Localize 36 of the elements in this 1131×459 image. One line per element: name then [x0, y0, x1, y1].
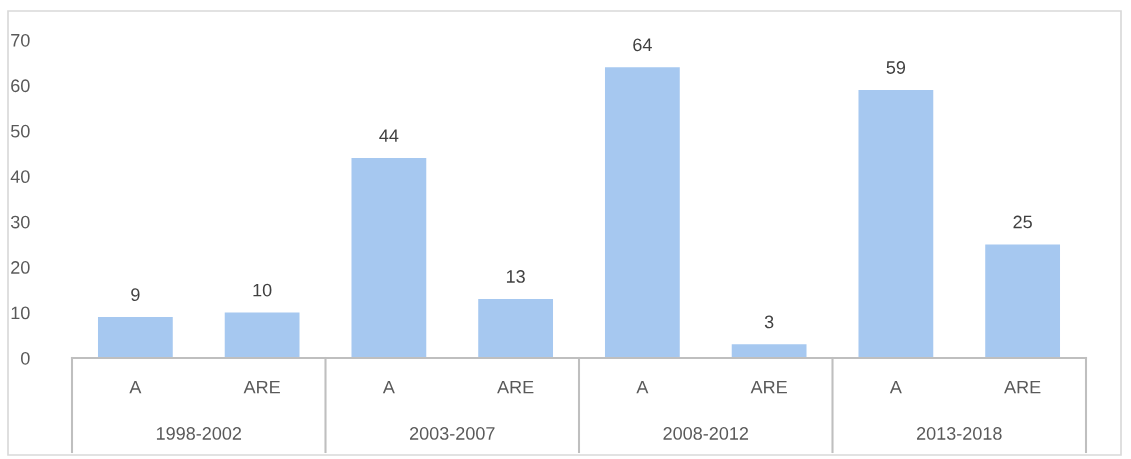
data-label: 10 [253, 283, 272, 297]
x-tick-label: ARE [750, 380, 787, 394]
y-tick-label: 70 [11, 33, 30, 47]
bar [351, 158, 427, 358]
text: 1998-2002 [156, 427, 242, 440]
y-tick-label: 30 [10, 215, 30, 229]
x-tick-label: A [636, 380, 649, 394]
x-tick-label: A [129, 380, 142, 394]
y-tick-label: 20 [11, 261, 30, 274]
y-tick-label: 40 [10, 170, 30, 184]
x-tick-label: ARE [1004, 380, 1041, 394]
y-tick-label: 0 [21, 351, 30, 365]
data-label: 9 [131, 288, 140, 302]
data-label: 13 [506, 270, 525, 283]
bar [858, 89, 934, 358]
data-label: 64 [633, 38, 652, 52]
bar [97, 317, 173, 358]
y-tick-label: 10 [11, 306, 30, 320]
x-tick-label: A [889, 380, 902, 394]
x-tick-label: A [382, 380, 395, 394]
text: 2013-2018 [916, 427, 1002, 440]
bar [731, 344, 807, 358]
y-tick-label: 60 [11, 79, 30, 93]
bar [478, 298, 554, 358]
data-label: 3 [764, 315, 774, 329]
bar [604, 67, 680, 358]
text: 2003-2007 [409, 427, 495, 440]
bar [224, 312, 300, 358]
x-tick-label: ARE [243, 380, 280, 394]
bar [985, 244, 1061, 358]
x-tick-label: ARE [497, 380, 534, 394]
data-label: 44 [379, 129, 399, 142]
data-label: 59 [886, 61, 906, 74]
y-tick-label: 50 [10, 124, 30, 138]
data-label: 25 [1013, 215, 1032, 229]
text: 2008-2012 [663, 427, 749, 440]
